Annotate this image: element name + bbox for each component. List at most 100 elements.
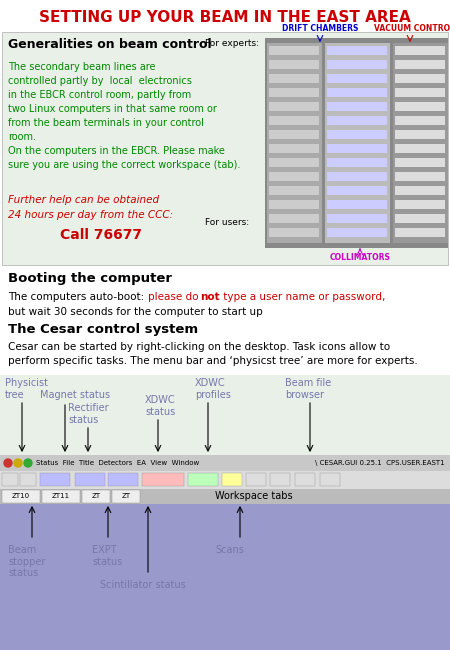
Bar [269, 144, 319, 153]
Bar [270, 473, 290, 486]
Text: The Cesar control system: The Cesar control system [8, 323, 198, 336]
Text: type a user name or password,: type a user name or password, [220, 292, 385, 302]
Bar [222, 473, 242, 486]
Bar [395, 74, 445, 83]
Bar [395, 116, 445, 125]
Bar [269, 102, 319, 111]
Text: ZT: ZT [122, 493, 130, 499]
Bar [327, 214, 387, 223]
Bar [269, 130, 319, 139]
Bar [112, 490, 140, 503]
Bar [269, 158, 319, 167]
Bar [0, 471, 450, 489]
Bar [327, 74, 387, 83]
Bar [395, 228, 445, 237]
Text: The computers auto-boot:: The computers auto-boot: [8, 292, 151, 302]
Text: please do: please do [148, 292, 202, 302]
Bar [327, 158, 387, 167]
Circle shape [14, 459, 22, 467]
Bar [2, 473, 18, 486]
Text: Beam
stopper
status: Beam stopper status [8, 545, 45, 578]
Text: Generalities on beam control: Generalities on beam control [8, 38, 211, 51]
Circle shape [24, 459, 32, 467]
Bar [327, 116, 387, 125]
Bar [75, 473, 105, 486]
Bar [269, 214, 319, 223]
Text: Physicist
tree: Physicist tree [5, 378, 48, 400]
Bar [327, 200, 387, 209]
Bar [142, 473, 184, 486]
Bar [327, 102, 387, 111]
Bar [395, 214, 445, 223]
Bar [327, 130, 387, 139]
Bar [327, 46, 387, 55]
Bar [269, 228, 319, 237]
Text: \ CESAR.GUI 0.25.1  CPS.USER.EAST1: \ CESAR.GUI 0.25.1 CPS.USER.EAST1 [315, 460, 445, 466]
Text: For experts:: For experts: [205, 40, 259, 49]
Text: Workspace tabs: Workspace tabs [215, 491, 292, 501]
Bar [246, 473, 266, 486]
Bar [269, 116, 319, 125]
Bar [265, 38, 448, 248]
Circle shape [4, 459, 12, 467]
Bar [269, 88, 319, 97]
Bar [267, 43, 322, 243]
Text: DRIFT CHAMBERS: DRIFT CHAMBERS [282, 24, 358, 33]
Text: Scintillator status: Scintillator status [100, 580, 186, 590]
Bar [395, 88, 445, 97]
Text: Magnet status: Magnet status [40, 390, 110, 400]
Bar [327, 88, 387, 97]
Text: Booting the computer: Booting the computer [8, 272, 172, 285]
Text: Status  File  Title  Detectors  EA  View  Window: Status File Title Detectors EA View Wind… [36, 460, 199, 466]
Bar [295, 473, 315, 486]
Text: Rectifier
status: Rectifier status [68, 403, 108, 424]
Text: 24 hours per day from the CCC:: 24 hours per day from the CCC: [8, 210, 173, 220]
Text: SETTING UP YOUR BEAM IN THE EAST AREA: SETTING UP YOUR BEAM IN THE EAST AREA [39, 10, 411, 25]
Bar [327, 144, 387, 153]
Bar [395, 200, 445, 209]
Bar [327, 228, 387, 237]
Text: Beam file
browser: Beam file browser [285, 378, 331, 400]
Bar [395, 60, 445, 69]
Text: Call 76677: Call 76677 [60, 228, 142, 242]
Bar [0, 504, 450, 650]
Bar [320, 473, 340, 486]
Bar [395, 102, 445, 111]
Bar [40, 473, 70, 486]
Bar [327, 60, 387, 69]
Bar [269, 172, 319, 181]
Bar [269, 186, 319, 195]
Text: ZT11: ZT11 [52, 493, 70, 499]
Text: XDWC
status: XDWC status [145, 395, 176, 417]
Text: but wait 30 seconds for the computer to start up: but wait 30 seconds for the computer to … [8, 307, 263, 317]
Text: Cesar can be started by right-clicking on the desktop. Task icons allow to
perfo: Cesar can be started by right-clicking o… [8, 342, 418, 366]
Bar [327, 172, 387, 181]
Text: EXPT
status: EXPT status [92, 545, 122, 567]
Text: VACUUM CONTROL: VACUUM CONTROL [374, 24, 450, 33]
Text: Further help can be obtained: Further help can be obtained [8, 195, 159, 205]
Bar [393, 43, 448, 243]
Text: XDWC
profiles: XDWC profiles [195, 378, 231, 400]
Bar [327, 186, 387, 195]
Bar [395, 46, 445, 55]
Bar [42, 490, 80, 503]
Text: The secondary beam lines are
controlled partly by  local  electronics
in the EBC: The secondary beam lines are controlled … [8, 62, 240, 170]
Bar [0, 455, 450, 471]
Text: ZT: ZT [91, 493, 100, 499]
Text: ZT10: ZT10 [12, 493, 30, 499]
Bar [188, 473, 218, 486]
Bar [269, 46, 319, 55]
Text: For users:: For users: [205, 218, 249, 227]
Bar [2, 32, 448, 265]
Bar [82, 490, 110, 503]
Text: not: not [200, 292, 220, 302]
Bar [325, 43, 390, 243]
Bar [269, 60, 319, 69]
Bar [395, 130, 445, 139]
Bar [269, 200, 319, 209]
Bar [395, 144, 445, 153]
Bar [20, 473, 36, 486]
Text: Scans: Scans [215, 545, 244, 555]
Bar [2, 490, 40, 503]
Bar [0, 489, 450, 504]
